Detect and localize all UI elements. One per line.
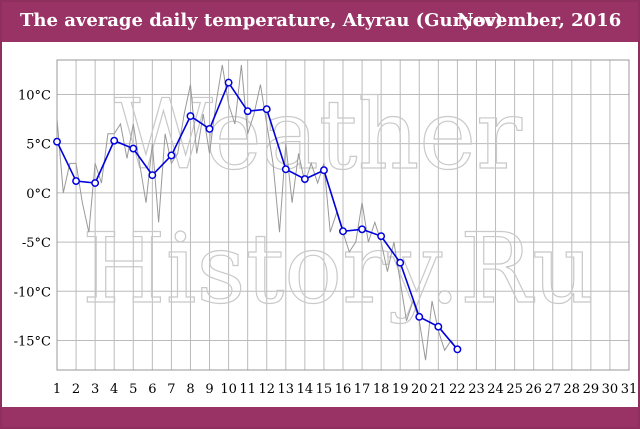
x-tick-label: 18 (373, 382, 390, 397)
data-point (300, 175, 309, 184)
chart-title: The average daily temperature, Atyrau (G… (20, 10, 504, 31)
data-point (396, 258, 405, 267)
data-point (110, 136, 119, 145)
data-point (148, 171, 157, 180)
x-tick-label: 23 (468, 382, 485, 397)
data-point (281, 165, 290, 174)
x-tick-label: 14 (297, 382, 314, 397)
chart-footer (2, 407, 638, 427)
x-tick-label: 30 (602, 382, 619, 397)
y-tick-label: -15°C (14, 334, 51, 349)
data-point (53, 137, 61, 146)
chart-header: The average daily temperature, Atyrau (G… (2, 2, 638, 42)
x-tick-label: 16 (335, 382, 352, 397)
x-tick-label: 3 (91, 382, 99, 397)
x-tick-label: 25 (506, 382, 523, 397)
data-point (377, 232, 386, 241)
x-tick-label: 7 (167, 382, 175, 397)
data-point (205, 124, 214, 133)
y-tick-label: 10°C (18, 88, 51, 103)
x-tick-label: 5 (129, 382, 137, 397)
x-tick-label: 9 (205, 382, 213, 397)
data-point (453, 345, 462, 354)
y-tick-label: -5°C (22, 236, 51, 251)
data-point (91, 179, 100, 187)
x-tick-label: 4 (110, 382, 118, 397)
x-tick-label: 31 (621, 382, 638, 397)
daily-average-line (56, 80, 459, 350)
y-tick-label: 0°C (26, 187, 51, 202)
x-tick-label: 20 (411, 382, 428, 397)
data-point (319, 166, 328, 175)
x-tick-label: 26 (525, 382, 542, 397)
y-tick-label: -10°C (14, 285, 51, 300)
x-tick-label: 12 (258, 382, 275, 397)
x-tick-label: 15 (316, 382, 333, 397)
x-tick-label: 27 (544, 382, 561, 397)
x-tick-label: 2 (72, 382, 80, 397)
data-point (186, 112, 195, 121)
data-point (167, 151, 176, 160)
data-point (415, 312, 424, 321)
x-tick-label: 13 (278, 382, 295, 397)
y-tick-label: 5°C (26, 138, 51, 153)
temperature-chart: Weather History.Ru 10°C 5°C 0°C -5°C -10°C -1… (14, 59, 637, 397)
data-point (434, 322, 443, 331)
data-point (243, 107, 252, 116)
data-point (358, 225, 367, 234)
x-tick-label: 11 (239, 382, 256, 397)
watermark-line2: History.Ru (82, 213, 594, 325)
watermark-line1: Weather (114, 79, 522, 191)
x-tick-label: 22 (449, 382, 466, 397)
data-point (224, 78, 233, 87)
x-axis-ticks: 1 2 3 4 5 6 7 8 9 10 11 12 13 14 15 16 17 18 19 20 21 22 23 24 2… (53, 382, 637, 397)
data-point (339, 227, 347, 236)
x-tick-label: 10 (220, 382, 237, 397)
plot-area-border (56, 59, 630, 371)
x-tick-label: 6 (148, 382, 156, 397)
x-tick-label: 29 (583, 382, 600, 397)
chart-period: November, 2016 (457, 10, 622, 31)
daily-average-points (53, 78, 462, 354)
x-tick-label: 19 (392, 382, 409, 397)
grid (56, 59, 630, 371)
x-tick-label: 21 (430, 382, 447, 397)
x-tick-label: 1 (53, 382, 61, 397)
data-point (72, 177, 81, 185)
x-tick-label: 8 (186, 382, 194, 397)
x-tick-label: 28 (564, 382, 581, 397)
x-tick-label: 24 (487, 382, 504, 397)
x-tick-label: 17 (354, 382, 371, 397)
data-point (129, 144, 138, 153)
y-axis-ticks: 10°C 5°C 0°C -5°C -10°C -15°C (14, 88, 51, 349)
daily-observations-line (56, 64, 458, 361)
data-point (262, 105, 271, 114)
